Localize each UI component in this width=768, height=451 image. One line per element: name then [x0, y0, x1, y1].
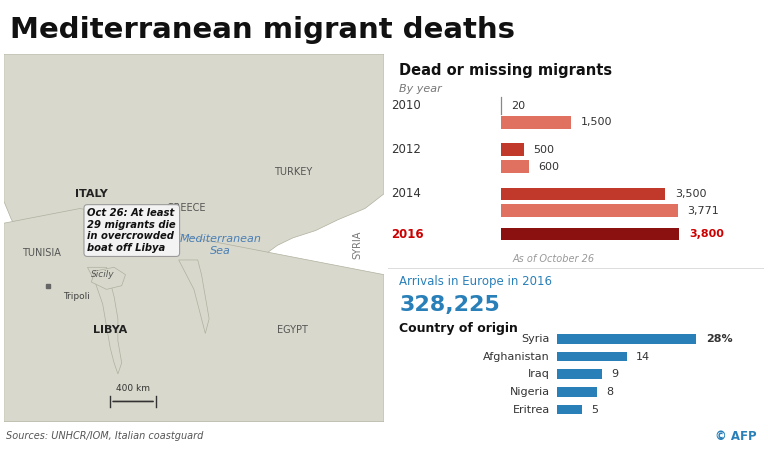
Text: 2010: 2010: [392, 99, 422, 112]
Bar: [557, 405, 582, 414]
Polygon shape: [4, 54, 384, 355]
Text: Mediterranean
Sea: Mediterranean Sea: [180, 235, 261, 256]
Bar: [501, 161, 529, 173]
Bar: [557, 387, 597, 397]
Polygon shape: [179, 260, 209, 333]
Text: Dead or missing migrants: Dead or missing migrants: [399, 63, 612, 78]
Text: TUNISIA: TUNISIA: [22, 248, 61, 258]
Text: 3,800: 3,800: [689, 229, 723, 239]
Text: 600: 600: [538, 161, 559, 171]
Text: TURKEY: TURKEY: [273, 167, 312, 177]
Text: Arrivals in Europe in 2016: Arrivals in Europe in 2016: [399, 275, 552, 288]
Text: Mediterranean migrant deaths: Mediterranean migrant deaths: [10, 16, 515, 44]
Bar: [501, 188, 665, 200]
Bar: [557, 334, 697, 344]
Bar: [501, 228, 680, 240]
Text: Eritrea: Eritrea: [512, 405, 550, 414]
Text: As of October 26: As of October 26: [512, 254, 594, 264]
Text: 500: 500: [534, 145, 554, 155]
Text: Tripoli: Tripoli: [63, 292, 90, 301]
Bar: [501, 116, 571, 129]
Text: 1,500: 1,500: [581, 118, 612, 128]
Text: Sicily: Sicily: [91, 270, 114, 279]
Polygon shape: [4, 208, 384, 422]
Text: © AFP: © AFP: [715, 430, 757, 443]
Bar: [557, 352, 627, 361]
Text: GREECE: GREECE: [167, 203, 206, 213]
Text: 5: 5: [591, 405, 598, 414]
Bar: [501, 99, 502, 112]
Bar: [501, 204, 678, 217]
Text: Oct 26: At least
29 migrants die
in overcrowded
boat off Libya: Oct 26: At least 29 migrants die in over…: [88, 208, 176, 253]
Text: 400 km: 400 km: [116, 384, 150, 393]
Text: 14: 14: [636, 352, 650, 362]
Text: By year: By year: [399, 83, 442, 93]
Text: 8: 8: [607, 387, 614, 397]
Text: 328,225: 328,225: [399, 295, 500, 315]
Text: 2014: 2014: [392, 187, 422, 200]
Text: EGYPT: EGYPT: [277, 325, 308, 335]
Text: 20: 20: [511, 101, 525, 110]
Text: 28%: 28%: [706, 334, 733, 344]
Text: LIBYA: LIBYA: [93, 325, 127, 335]
Bar: [501, 143, 525, 156]
Text: 3,500: 3,500: [675, 189, 707, 199]
Bar: [557, 369, 602, 379]
Text: Iraq: Iraq: [528, 369, 550, 379]
Text: 9: 9: [611, 369, 618, 379]
Text: Afghanistan: Afghanistan: [483, 352, 550, 362]
Text: ITALY: ITALY: [75, 189, 108, 199]
Text: Country of origin: Country of origin: [399, 322, 518, 336]
Text: 3,771: 3,771: [687, 206, 720, 216]
Text: Syria: Syria: [521, 334, 550, 344]
Text: 2016: 2016: [392, 228, 424, 241]
Bar: [388, 268, 764, 269]
Polygon shape: [91, 267, 125, 290]
Text: Nigeria: Nigeria: [509, 387, 550, 397]
Text: 2012: 2012: [392, 143, 422, 156]
Text: Sources: UNHCR/IOM, Italian coastguard: Sources: UNHCR/IOM, Italian coastguard: [6, 431, 204, 442]
Polygon shape: [88, 267, 121, 374]
Text: SYRIA: SYRIA: [353, 231, 362, 259]
